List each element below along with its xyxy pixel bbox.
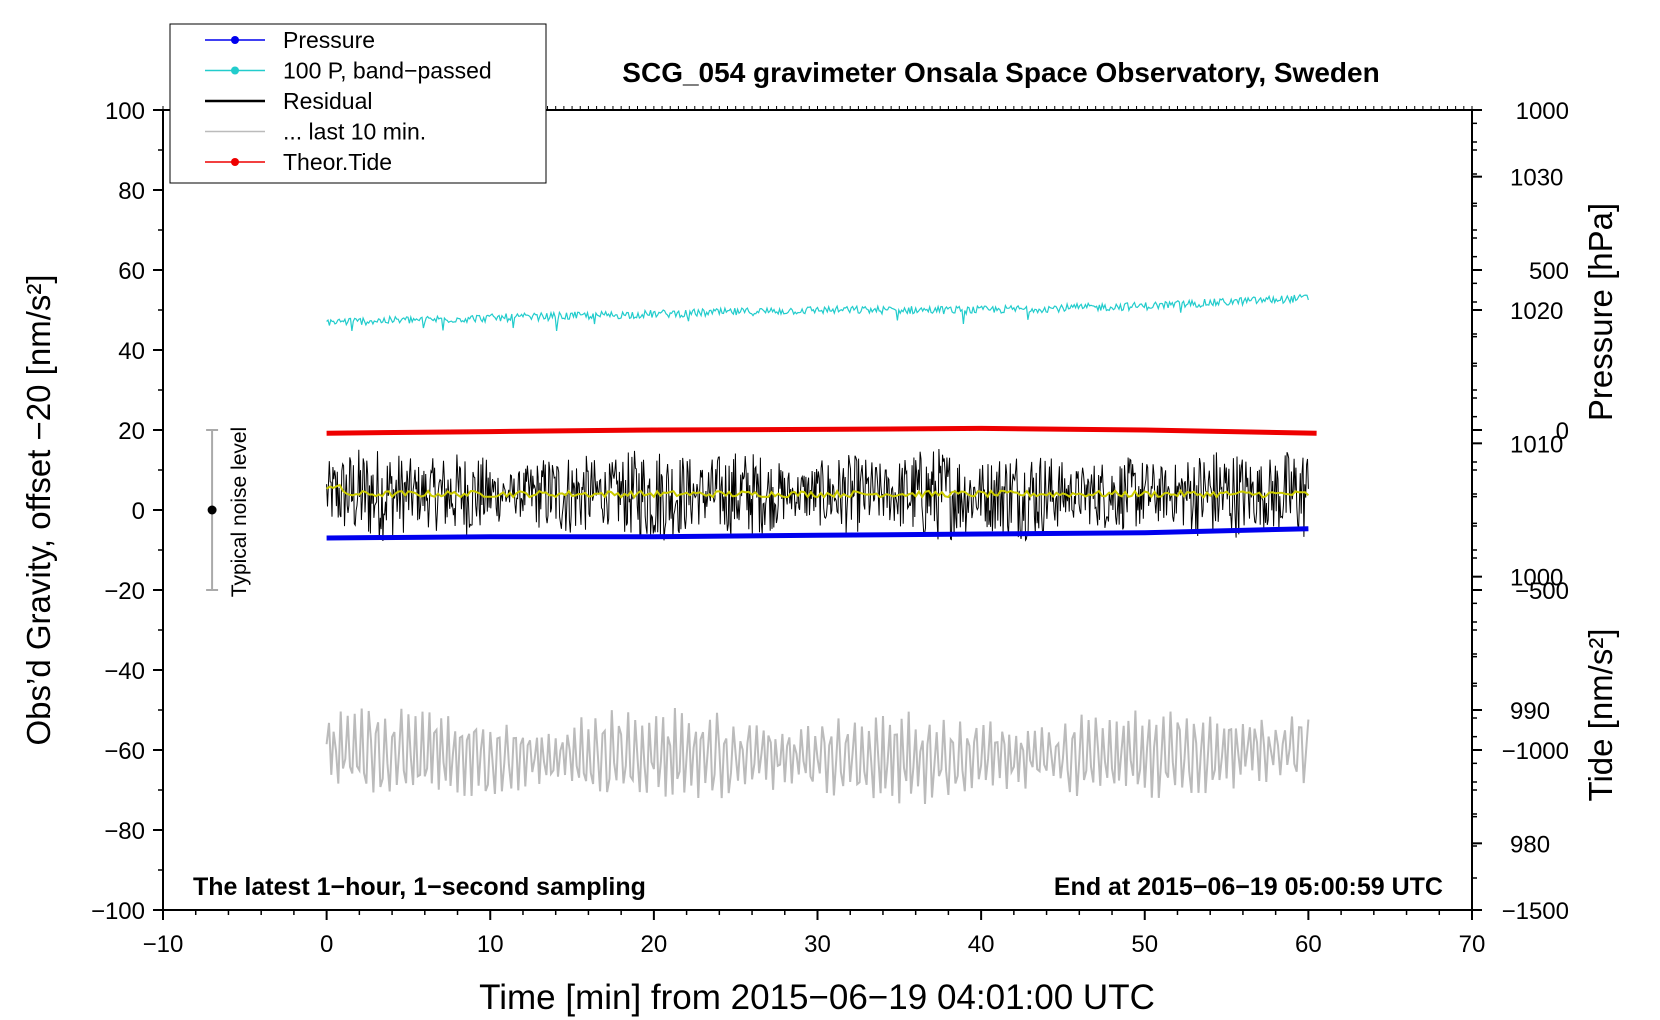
y-pressure-tick-label: 990 — [1510, 698, 1550, 725]
legend: Pressure 100 P, band−passed Residual ... la… — [169, 23, 547, 184]
y-tide-tick-label: −1000 — [1502, 738, 1569, 765]
axis-layer: −10 0 10 20 30 40 50 60 70100806040200−20−40−60−… — [91, 98, 1569, 958]
x-tick-label: 60 — [1295, 931, 1322, 958]
series-residual-mean-line — [326, 483, 1310, 499]
noise-level-bar: Typical noise level — [206, 427, 251, 597]
y-tide-tick-label: 500 — [1529, 258, 1569, 285]
y-left-tick-label: 60 — [118, 258, 145, 285]
chart-title: SCG_054 gravimeter Onsala Space Observat… — [622, 57, 1379, 88]
y-left-tick-label: −100 — [91, 898, 145, 925]
y-pressure-tick-label: 1010 — [1510, 431, 1563, 458]
x-tick-label: 20 — [641, 931, 668, 958]
x-tick-label: 50 — [1131, 931, 1158, 958]
left-axis-title: Obs’d Gravity, offset −20 [nm/s²] — [20, 274, 57, 745]
x-axis-title: Time [min] from 2015−06−19 04:01:00 UTC — [479, 978, 1155, 1017]
y-left-tick-label: −80 — [104, 818, 145, 845]
legend-label: ... last 10 min. — [283, 119, 426, 145]
y-pressure-tick-label: 980 — [1510, 831, 1550, 858]
y-pressure-tick-label: 1000 — [1510, 565, 1563, 592]
series-pressure-line — [326, 526, 1309, 541]
legend-label: Residual — [283, 88, 373, 114]
y-tide-tick-label: 1000 — [1516, 98, 1569, 125]
legend-marker — [231, 158, 239, 166]
legend-label: Theor.Tide — [283, 149, 392, 175]
legend-label: 100 P, band−passed — [283, 58, 492, 84]
series-tide-line — [326, 425, 1317, 436]
x-tick-label: 10 — [477, 931, 504, 958]
x-tick-label: −10 — [143, 931, 184, 958]
y-pressure-tick-label: 1030 — [1510, 165, 1563, 192]
legend-label: Pressure — [283, 27, 375, 53]
x-tick-label: 30 — [804, 931, 831, 958]
tide-axis-title: Tide [nm/s²] — [1582, 629, 1619, 802]
noise-level-label: Typical noise level — [228, 427, 251, 597]
series-last-10-min-line — [325, 707, 1310, 805]
legend-marker — [231, 66, 239, 75]
y-left-tick-label: 0 — [132, 498, 145, 525]
noise-bar-center-point — [207, 505, 217, 515]
x-tick-label: 70 — [1459, 931, 1486, 958]
legend-box — [169, 23, 547, 184]
annotation-sampling: The latest 1−hour, 1−second sampling — [193, 873, 646, 901]
y-tide-tick-label: −500 — [1515, 578, 1569, 605]
x-tick-label: 0 — [320, 931, 333, 958]
y-tide-tick-label: 0 — [1556, 418, 1569, 445]
series-layer — [325, 293, 1317, 805]
y-left-tick-label: 40 — [118, 338, 145, 365]
y-left-tick-label: −40 — [104, 658, 145, 685]
y-left-tick-label: 80 — [118, 178, 145, 205]
y-tide-tick-label: −1500 — [1502, 898, 1569, 925]
series-band-passed-line — [326, 293, 1309, 331]
legend-marker — [231, 36, 239, 44]
series-residual-line — [326, 448, 1309, 542]
annotation-end-time: End at 2015−06−19 05:00:59 UTC — [1054, 873, 1443, 901]
pressure-axis-title: Pressure [hPa] — [1582, 203, 1619, 421]
y-left-tick-label: 100 — [105, 98, 145, 125]
x-tick-label: 40 — [968, 931, 995, 958]
y-left-tick-label: −60 — [104, 738, 145, 765]
y-pressure-tick-label: 1020 — [1510, 298, 1563, 325]
y-left-tick-label: −20 — [104, 578, 145, 605]
y-left-tick-label: 20 — [118, 418, 145, 445]
